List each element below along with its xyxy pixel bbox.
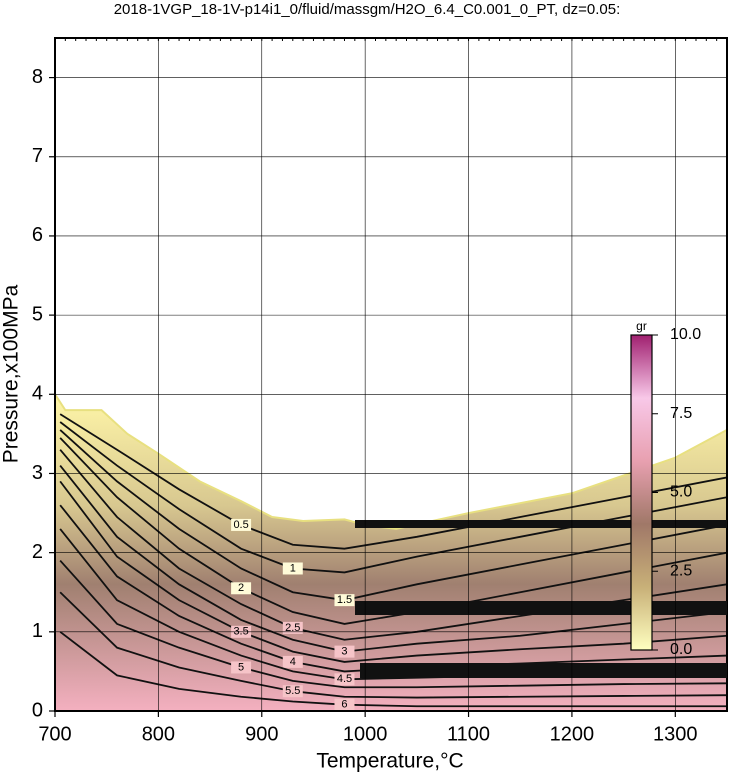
contour-label: 4.5	[337, 673, 352, 685]
y-axis-label: Pressure,x100MPa	[0, 284, 23, 463]
contour-label-bg	[334, 698, 355, 711]
artifact-band	[360, 663, 727, 678]
colorbar-label: gr	[636, 319, 647, 333]
artifact-band	[355, 520, 727, 528]
colorbar	[630, 334, 653, 651]
colorbar-tick-label: 0.0	[670, 641, 692, 658]
contour-label: 0.5	[233, 519, 248, 531]
contour-label: 5	[238, 661, 244, 673]
contour-label-bg	[334, 645, 355, 658]
contour-label-bg	[334, 594, 355, 607]
y-tick-label: 4	[32, 383, 43, 405]
colorbar-tick-label: 2.5	[670, 562, 692, 579]
contour-label-bg	[231, 582, 252, 595]
colorbar-tick-label: 5.0	[670, 484, 692, 501]
contour-label: 5.5	[285, 685, 300, 697]
contour-label-bg	[282, 685, 303, 698]
x-tick-label: 1000	[343, 723, 388, 745]
y-tick-label: 2	[32, 541, 43, 563]
contour-label: 1	[290, 562, 296, 574]
contour-label-bg	[282, 621, 303, 634]
x-tick-label: 800	[142, 723, 175, 745]
x-tick-label: 1100	[447, 723, 490, 745]
x-tick-label: 1200	[550, 723, 595, 745]
colorbar-tick-label: 7.5	[670, 405, 692, 422]
contour-label-bg	[231, 518, 252, 531]
colorbar-tick-label: 10.0	[670, 326, 701, 343]
x-tick-label: 1300	[653, 723, 698, 745]
contour-label: 6	[341, 699, 347, 711]
y-tick-label: 8	[32, 66, 43, 88]
contour-label-bg	[231, 661, 252, 674]
x-tick-label: 900	[245, 723, 278, 745]
contour-label-bg	[334, 673, 355, 686]
y-tick-label: 5	[32, 303, 43, 325]
chart-title: 2018-1VGP_18-1V-p14i1_0/fluid/massgm/H2O…	[114, 1, 621, 18]
contour-label-bg	[282, 655, 303, 668]
x-axis-label: Temperature,°C	[316, 750, 463, 773]
y-tick-label: 3	[32, 462, 43, 484]
contour-label: 1.5	[337, 594, 352, 606]
y-tick-label: 1	[32, 620, 43, 642]
contour-label: 3	[341, 646, 347, 658]
y-tick-label: 0	[32, 699, 43, 721]
x-tick-label: 700	[38, 723, 71, 745]
contour-label: 2.5	[285, 622, 300, 634]
contour-label-bg	[282, 562, 303, 575]
y-tick-label: 6	[32, 224, 43, 246]
contour-label: 2	[238, 582, 244, 594]
artifact-band	[355, 601, 727, 615]
contour-label: 4	[290, 656, 296, 668]
y-tick-label: 7	[32, 145, 43, 167]
